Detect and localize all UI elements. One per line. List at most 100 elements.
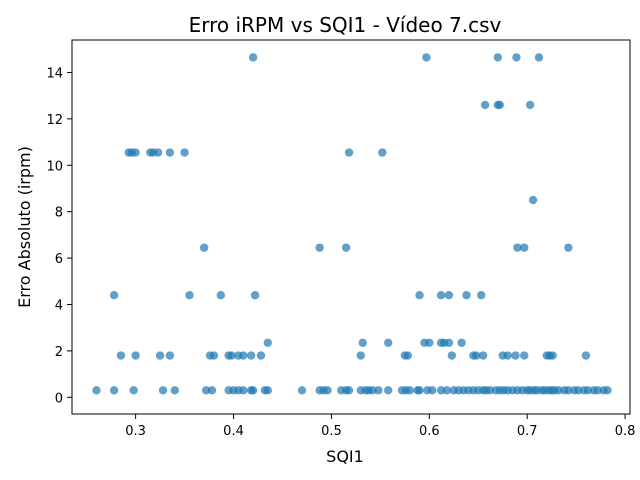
data-point <box>511 351 520 360</box>
data-point <box>583 386 593 395</box>
y-tick-label: 6 <box>55 252 63 267</box>
points-layer <box>92 53 612 395</box>
y-axis-title: Erro Absoluto (irpm) <box>15 146 34 308</box>
data-point <box>315 243 324 252</box>
data-point <box>462 291 471 300</box>
data-point <box>528 195 538 205</box>
data-point <box>564 386 573 395</box>
data-point <box>341 243 351 252</box>
data-point <box>344 148 354 157</box>
data-point <box>256 351 266 360</box>
data-point <box>442 386 452 395</box>
data-point <box>512 53 521 62</box>
data-point <box>227 351 236 360</box>
x-tick-label: 0.8 <box>615 424 636 439</box>
data-point <box>495 100 504 110</box>
data-point <box>239 386 248 395</box>
data-point <box>564 243 573 252</box>
data-point <box>436 386 446 395</box>
data-point <box>297 386 307 395</box>
data-point <box>165 351 175 360</box>
data-point <box>248 386 258 395</box>
data-point <box>129 386 138 395</box>
data-point <box>239 351 248 360</box>
data-point <box>246 351 256 360</box>
data-point <box>153 148 163 157</box>
data-point <box>158 386 168 395</box>
data-point <box>250 291 260 300</box>
y-tick-label: 2 <box>55 345 63 360</box>
y-tick-label: 8 <box>55 206 63 221</box>
data-point <box>378 148 387 157</box>
data-point <box>503 351 512 360</box>
data-point <box>428 386 437 395</box>
data-point <box>155 351 165 360</box>
data-point <box>534 53 544 62</box>
data-point <box>209 351 219 360</box>
data-point <box>323 386 332 395</box>
data-point <box>403 351 412 360</box>
data-point <box>593 386 602 395</box>
data-point <box>185 291 194 300</box>
data-point <box>480 100 490 110</box>
data-point <box>603 386 612 395</box>
data-point <box>548 351 557 360</box>
data-point <box>520 351 529 360</box>
data-point <box>436 291 446 300</box>
data-point <box>109 386 119 395</box>
data-point <box>368 386 377 395</box>
x-tick-label: 0.6 <box>419 424 440 439</box>
data-point <box>374 386 383 395</box>
y-axis: 0 2 4 6 8 10 12 14 <box>46 66 72 406</box>
data-point <box>201 386 211 395</box>
y-tick-label: 14 <box>46 66 63 81</box>
data-point <box>92 386 101 395</box>
data-point <box>425 338 434 347</box>
x-axis-title: SQI1 <box>326 447 364 466</box>
y-tick-label: 10 <box>46 159 63 174</box>
data-point <box>358 338 367 347</box>
data-point <box>384 338 393 347</box>
data-point <box>485 386 495 395</box>
data-point <box>444 338 454 347</box>
y-tick-label: 0 <box>55 391 63 406</box>
data-point <box>109 291 119 300</box>
data-point <box>415 291 424 300</box>
x-tick-label: 0.4 <box>223 424 244 439</box>
plot-frame <box>71 39 631 415</box>
data-point <box>165 148 175 157</box>
data-point <box>415 386 424 395</box>
x-tick-label: 0.5 <box>321 424 342 439</box>
data-point <box>525 100 535 110</box>
data-point <box>520 243 529 252</box>
data-point <box>344 386 354 395</box>
data-point <box>263 338 272 347</box>
data-point <box>180 148 189 157</box>
data-point <box>457 338 466 347</box>
data-point <box>573 386 583 395</box>
y-tick-label: 12 <box>46 113 63 128</box>
data-point <box>384 386 393 395</box>
data-point <box>493 53 503 62</box>
x-tick-label: 0.7 <box>517 424 538 439</box>
data-point <box>263 386 272 395</box>
data-point <box>207 386 217 395</box>
data-point <box>131 351 140 360</box>
x-tick-label: 0.3 <box>125 424 146 439</box>
data-point <box>444 291 454 300</box>
data-point <box>472 351 481 360</box>
data-point <box>477 291 486 300</box>
chart-title: Erro iRPM vs SQI1 - Vídeo 7.csv <box>189 13 502 37</box>
data-point <box>216 291 225 300</box>
data-point <box>356 351 365 360</box>
data-point <box>513 243 522 252</box>
data-point <box>199 243 209 252</box>
data-point <box>248 53 258 62</box>
data-point <box>581 351 591 360</box>
y-tick-label: 4 <box>55 298 63 313</box>
data-point <box>405 386 414 395</box>
data-point <box>131 148 140 157</box>
data-point <box>422 53 431 62</box>
